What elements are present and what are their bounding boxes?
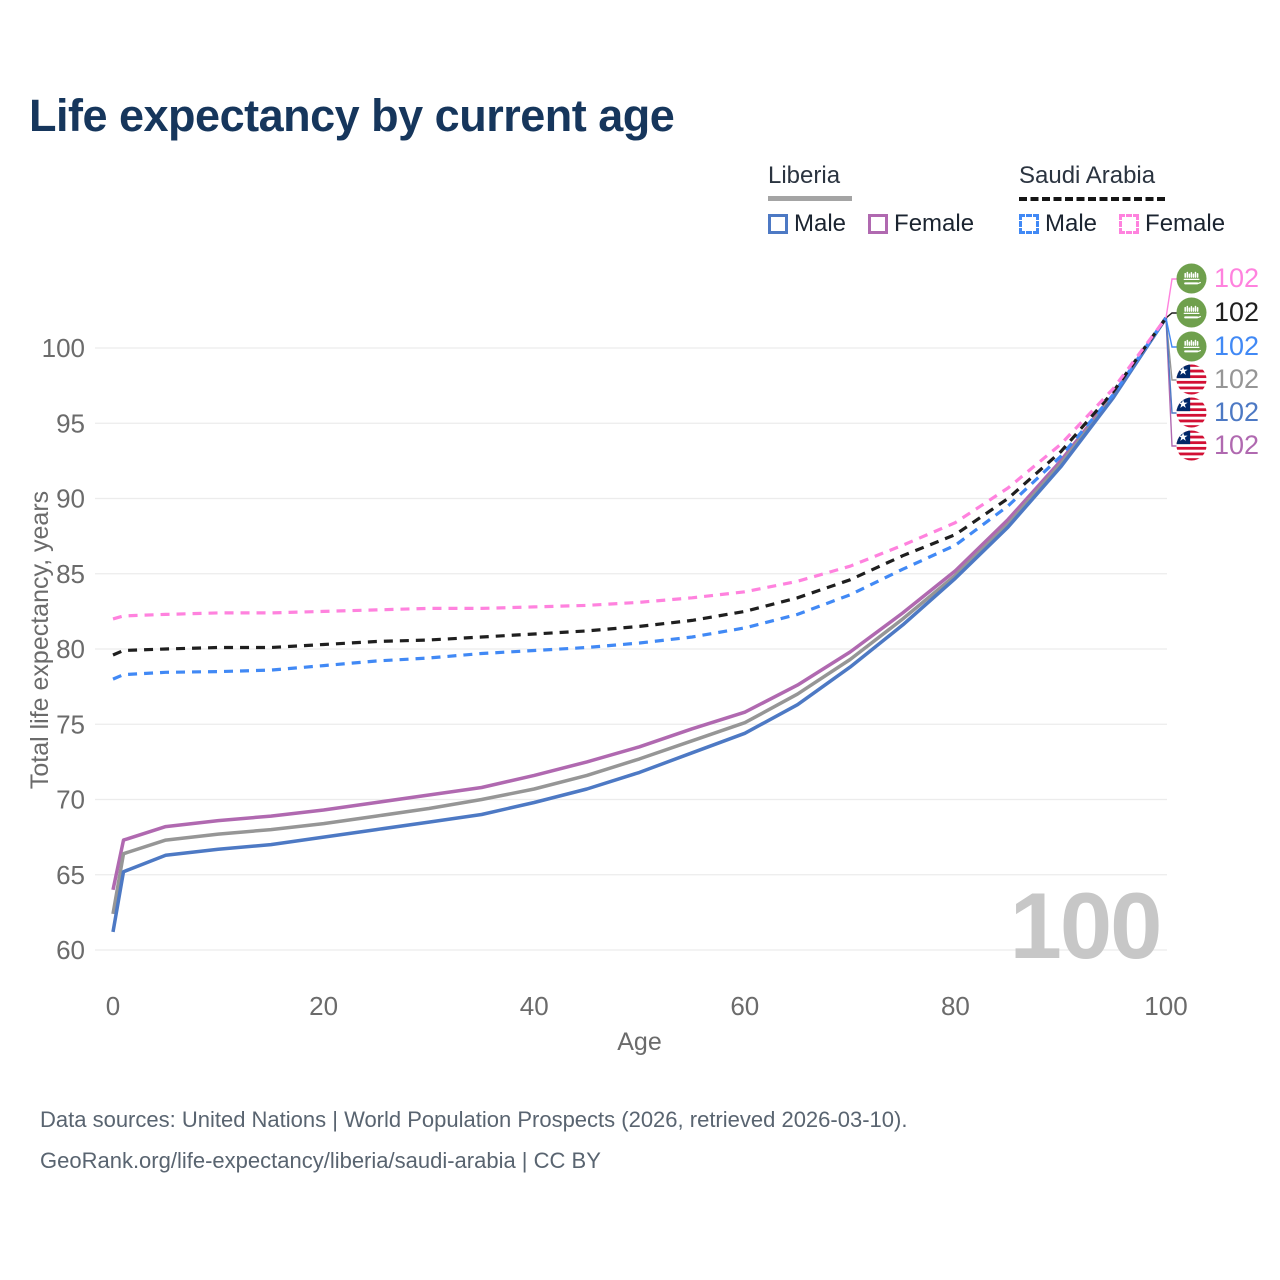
end-value-liberia-total: 102 [1214,364,1260,394]
legend-item-saudi-male[interactable]: Male [1045,210,1098,237]
legend-group-liberia: Liberia Male Female [768,162,996,238]
x-tick-100: 100 [1144,991,1187,1021]
legend-item-liberia-female[interactable]: Female [894,210,975,237]
y-tick-80: 80 [56,634,85,664]
x-tick-0: 0 [106,991,120,1021]
series-line-saudi-arabia-total[interactable] [112,316,1168,657]
legend-group-saudi-arabia: Saudi Arabia Male Female [1019,162,1247,238]
end-label-connector-saudi-arabia-total [1165,312,1178,319]
end-label-connector-saudi-arabia-male [1165,317,1178,348]
liberia-flag-icon [1176,430,1207,461]
liberia-solid-line-swatch [768,196,852,201]
legend-item-liberia-male[interactable]: Male [794,210,847,237]
end-label-saudi-arabia-female: 102 [1176,263,1259,294]
liberia-flag-icon [1176,364,1207,395]
y-tick-90: 90 [56,484,85,514]
legend-swatch-saudi-male[interactable] [1019,214,1039,234]
saudi-arabia-flag-icon [1176,263,1207,294]
legend-country-liberia[interactable]: Liberia [768,162,841,189]
x-tick-20: 20 [309,991,338,1021]
series-line-liberia-total[interactable] [111,316,1168,915]
end-value-saudi-arabia-total: 102 [1214,297,1260,327]
end-label-liberia-female: 102 [1176,430,1259,461]
x-tick-40: 40 [520,991,549,1021]
liberia-flag-icon [1176,397,1207,428]
y-tick-75: 75 [56,709,85,739]
x-axis-title: Age [617,1028,661,1056]
y-axis-title: Total life expectancy, years [26,491,54,789]
legend-swatch-saudi-female[interactable] [1119,214,1140,234]
x-tick-60: 60 [730,991,759,1021]
end-label-connector-saudi-arabia-female [1165,278,1178,319]
series-line-liberia-female[interactable] [111,316,1168,891]
y-tick-60: 60 [56,935,85,965]
saudi-arabia-flag-icon [1176,297,1207,328]
saudi-dashed-line-swatch [1019,197,1165,201]
y-tick-70: 70 [56,785,85,815]
end-value-saudi-arabia-female: 102 [1214,263,1260,293]
saudi-arabia-flag-icon [1176,331,1207,362]
legend-item-saudi-female[interactable]: Female [1145,210,1226,237]
y-tick-65: 65 [56,860,85,890]
legend-country-saudi-arabia[interactable]: Saudi Arabia [1019,162,1156,189]
end-label-saudi-arabia-male: 102 [1176,331,1259,362]
data-sources-text: Data sources: United Nations | World Pop… [40,1107,908,1132]
end-label-liberia-total: 102 [1176,364,1259,395]
y-tick-85: 85 [56,559,85,589]
page-title: Life expectancy by current age [29,90,675,141]
y-tick-100: 100 [42,333,85,363]
legend-swatch-liberia-female[interactable] [868,214,889,234]
end-value-saudi-arabia-male: 102 [1214,331,1260,361]
series-line-saudi-arabia-male[interactable] [112,316,1168,681]
end-label-saudi-arabia-total: 102 [1176,297,1259,328]
series-line-saudi-arabia-female[interactable] [112,316,1168,621]
attribution-text: GeoRank.org/life-expectancy/liberia/saud… [40,1148,601,1173]
x-tick-80: 80 [941,991,970,1021]
end-label-connector-liberia-male [1165,317,1178,414]
series-line-liberia-male[interactable] [111,316,1168,933]
end-label-liberia-male: 102 [1176,397,1259,428]
end-value-liberia-female: 102 [1214,430,1260,460]
y-tick-95: 95 [56,408,85,438]
end-value-liberia-male: 102 [1214,397,1260,427]
current-age-watermark: 100 [1010,873,1161,978]
legend-swatch-liberia-male[interactable] [768,214,788,234]
